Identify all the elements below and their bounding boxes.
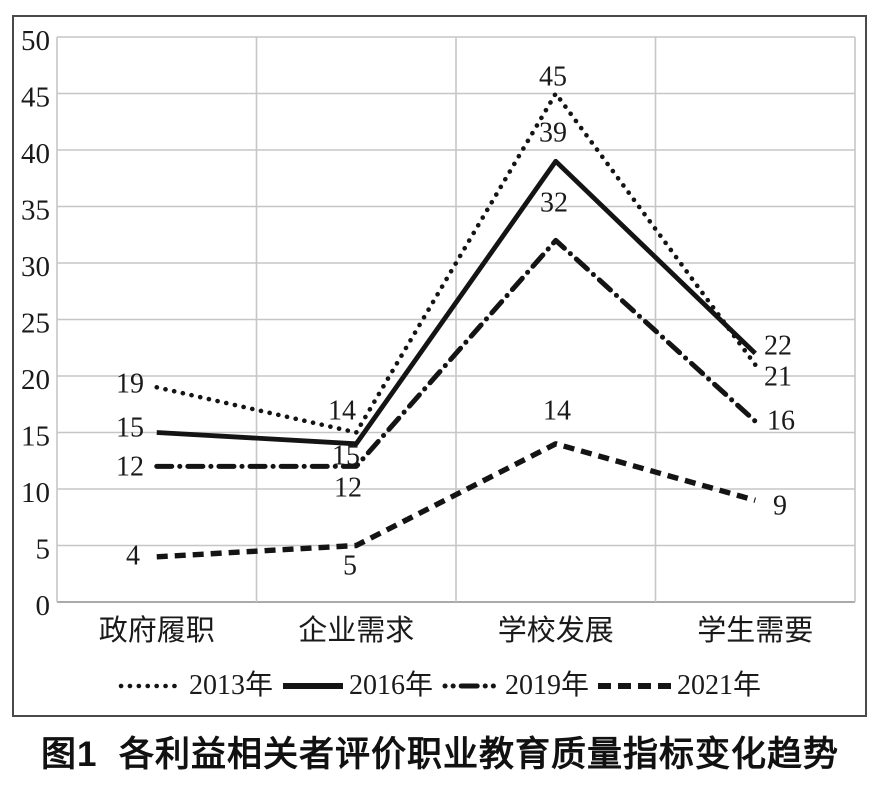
y-axis-tick-label: 50 bbox=[21, 25, 50, 57]
y-axis-tick-label: 40 bbox=[21, 138, 50, 170]
series-line-2016年 bbox=[156, 158, 757, 447]
legend-swatch-dash-dot-icon bbox=[442, 683, 500, 689]
data-label: 21 bbox=[764, 362, 792, 393]
data-label: 4 bbox=[126, 541, 140, 572]
legend-label-2013: 2013年 bbox=[188, 670, 273, 701]
y-axis-tick-label: 5 bbox=[36, 534, 51, 566]
figure-caption: 图1 各利益相关者评价职业教育质量指标变化趋势 bbox=[41, 735, 839, 774]
series-line-2013年 bbox=[154, 91, 758, 435]
data-label: 14 bbox=[543, 396, 571, 427]
figure-frame bbox=[12, 15, 867, 717]
data-label: 15 bbox=[116, 413, 144, 444]
data-label: 39 bbox=[539, 118, 567, 149]
legend-item-2021: 2021年 bbox=[598, 672, 761, 700]
data-label: 15 bbox=[332, 441, 360, 472]
data-label: 45 bbox=[539, 62, 567, 93]
legend-label-2016: 2016年 bbox=[348, 670, 433, 701]
data-label: 12 bbox=[116, 452, 144, 483]
data-label: 5 bbox=[343, 551, 357, 582]
chart-legend: 2013年 2016年 2019年 2021年 bbox=[12, 668, 867, 704]
y-axis-tick-label: 10 bbox=[21, 477, 50, 509]
data-label: 19 bbox=[116, 369, 144, 400]
x-axis-category-label: 企业需求 bbox=[298, 614, 414, 647]
x-axis-category-label: 政府履职 bbox=[99, 614, 215, 647]
legend-swatch-dotted-icon bbox=[118, 683, 184, 689]
data-label: 14 bbox=[328, 396, 356, 427]
y-axis-tick-label: 35 bbox=[21, 195, 50, 227]
y-axis-tick-label: 45 bbox=[21, 82, 50, 114]
y-axis-tick-label: 15 bbox=[21, 421, 50, 453]
x-axis-category-label: 学校发展 bbox=[498, 614, 614, 647]
legend-label-2021: 2021年 bbox=[677, 670, 762, 701]
data-label: 12 bbox=[334, 473, 362, 504]
y-axis-tick-label: 0 bbox=[36, 590, 51, 622]
grid-layer bbox=[56, 36, 856, 603]
legend-item-2019: 2019年 bbox=[442, 672, 589, 700]
legend-item-2016: 2016年 bbox=[282, 672, 433, 700]
series-layer bbox=[154, 91, 758, 560]
x-axis-category-label: 学生需要 bbox=[697, 614, 813, 647]
series-line-2021年 bbox=[156, 441, 756, 560]
data-label: 16 bbox=[767, 406, 795, 437]
legend-item-2013: 2013年 bbox=[118, 672, 273, 700]
y-axis-tick-label: 30 bbox=[21, 251, 50, 283]
data-label: 9 bbox=[773, 491, 787, 522]
legend-swatch-dashed-icon bbox=[598, 683, 672, 689]
data-label: 32 bbox=[540, 188, 568, 219]
y-axis-tick-label: 25 bbox=[21, 308, 50, 340]
data-label: 22 bbox=[764, 331, 792, 362]
series-line-2019年 bbox=[154, 237, 758, 469]
legend-label-2019: 2019年 bbox=[505, 670, 590, 701]
legend-swatch-solid-icon bbox=[282, 683, 343, 689]
y-axis-tick-label: 20 bbox=[21, 364, 50, 396]
